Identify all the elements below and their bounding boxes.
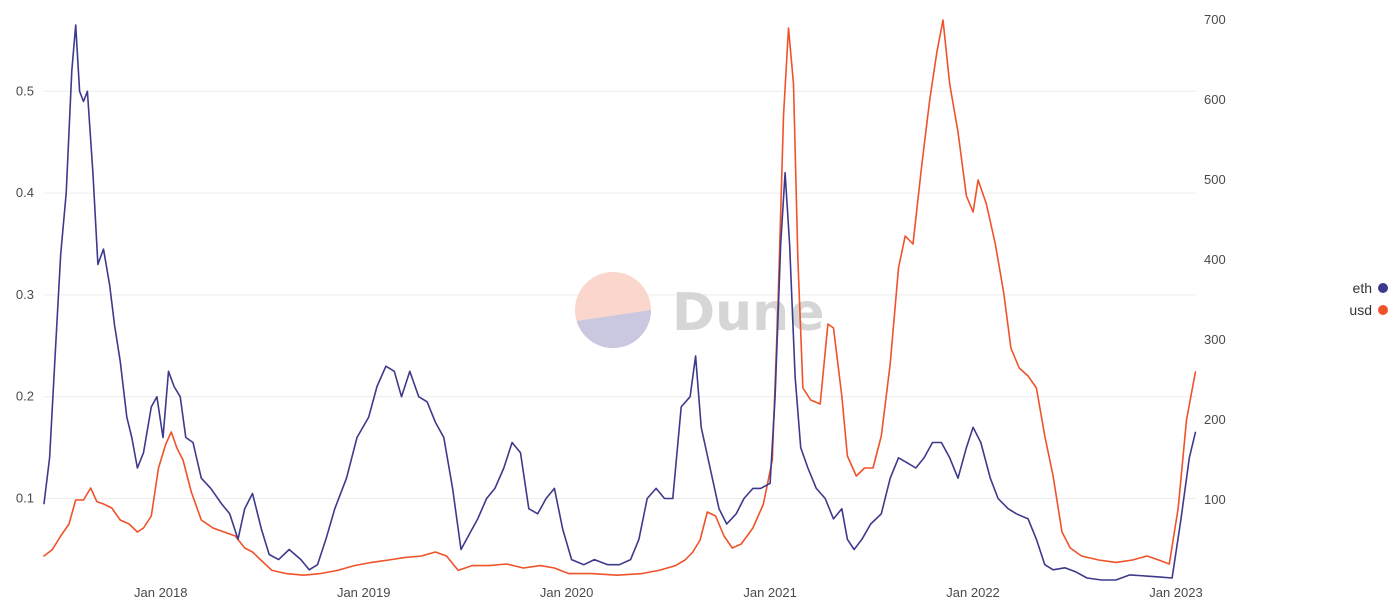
legend: eth usd [1349,280,1388,318]
right-y-tick-label: 700 [1204,12,1226,27]
right-y-axis: 100 200 300 400 500 600 700 [1204,12,1226,507]
x-tick-label: Jan 2023 [1149,585,1203,600]
series-line-eth [43,24,1197,581]
series-lines [43,19,1197,581]
left-y-tick-label: 0.1 [16,491,34,506]
right-y-tick-label: 100 [1204,492,1226,507]
watermark-text: Dune [672,283,824,343]
x-tick-label: Jan 2022 [946,585,1000,600]
x-tick-label: Jan 2020 [540,585,594,600]
right-y-tick-label: 300 [1204,332,1226,347]
left-y-tick-label: 0.5 [16,83,34,98]
left-y-tick-label: 0.3 [16,287,34,302]
right-y-tick-label: 200 [1204,412,1226,427]
series-line-usd [43,19,1197,577]
x-tick-label: Jan 2018 [134,585,188,600]
left-y-tick-label: 0.4 [16,185,34,200]
legend-label-eth: eth [1353,280,1372,296]
dune-watermark: Dune [575,272,824,349]
legend-label-usd: usd [1349,302,1372,318]
right-y-tick-label: 400 [1204,252,1226,267]
right-y-tick-label: 600 [1204,92,1226,107]
left-y-axis: 0.1 0.2 0.3 0.4 0.5 [16,83,34,505]
right-y-tick-label: 500 [1204,172,1226,187]
legend-swatch-eth [1378,283,1388,293]
x-axis: Jan 2018 Jan 2019 Jan 2020 Jan 2021 Jan 2022… [134,585,1203,600]
x-tick-label: Jan 2021 [743,585,797,600]
left-y-tick-label: 0.2 [16,389,34,404]
legend-swatch-usd [1378,305,1388,315]
x-tick-label: Jan 2019 [337,585,391,600]
watermark-logo-lower-half [576,310,652,349]
